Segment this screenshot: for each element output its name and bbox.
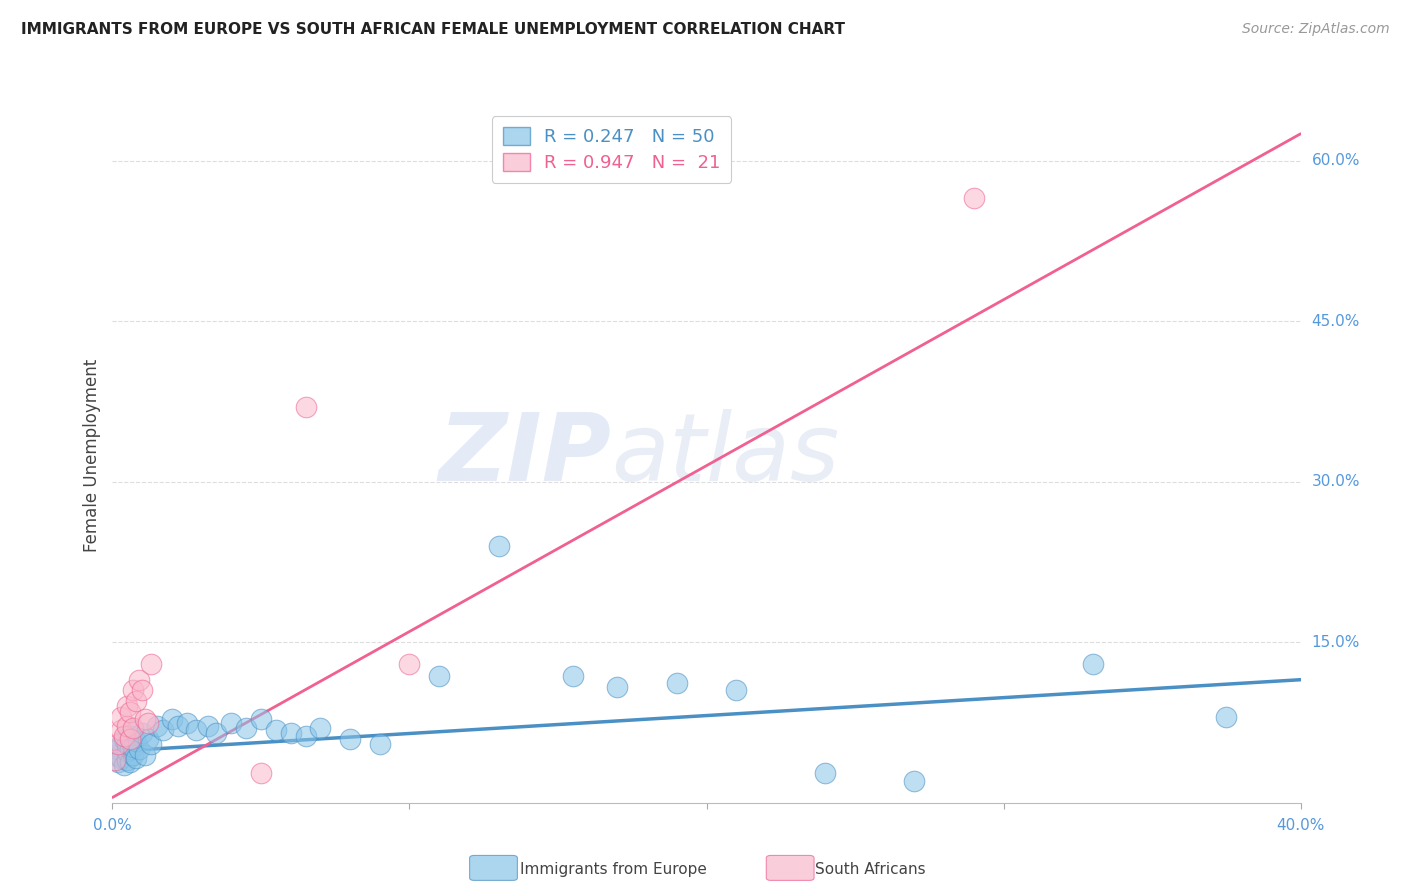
Point [294, 400, 316, 414]
Point [131, 683, 153, 698]
Point [117, 744, 139, 758]
Point [235, 721, 257, 735]
Point [280, 726, 302, 740]
Point [120, 742, 142, 756]
Point [120, 730, 142, 744]
Point [152, 723, 174, 737]
Text: 45.0%: 45.0% [1312, 314, 1360, 328]
Point [1215, 710, 1237, 724]
Point [139, 737, 162, 751]
Point [665, 676, 688, 690]
Point [134, 747, 156, 762]
Point [110, 751, 132, 765]
Point [112, 731, 135, 746]
Point [814, 765, 837, 780]
Point [122, 740, 145, 755]
Point [184, 723, 207, 737]
Point [176, 715, 198, 730]
Point [427, 669, 450, 683]
Point [136, 731, 159, 746]
Point [294, 730, 316, 744]
Point [107, 737, 129, 751]
Point [488, 539, 510, 553]
Point [725, 683, 748, 698]
Point [107, 755, 129, 769]
Point [125, 694, 148, 708]
Y-axis label: Female Unemployment: Female Unemployment [83, 359, 101, 551]
FancyBboxPatch shape [470, 855, 517, 880]
Text: Immigrants from Europe: Immigrants from Europe [520, 863, 707, 877]
Point [122, 747, 145, 762]
Point [125, 733, 148, 747]
Point [104, 753, 127, 767]
Point [122, 723, 145, 737]
Point [117, 719, 139, 733]
Text: Source: ZipAtlas.com: Source: ZipAtlas.com [1241, 22, 1389, 37]
Point [122, 683, 145, 698]
Point [107, 742, 129, 756]
Point [128, 742, 150, 756]
Point [197, 719, 219, 733]
Text: atlas: atlas [612, 409, 839, 500]
Text: 30.0%: 30.0% [1312, 475, 1360, 489]
Point [117, 737, 139, 751]
Point [561, 669, 583, 683]
Point [219, 715, 242, 730]
Point [134, 712, 156, 726]
Point [398, 657, 420, 671]
Point [125, 751, 148, 765]
FancyBboxPatch shape [766, 855, 814, 880]
Point [264, 723, 287, 737]
Point [131, 726, 153, 740]
Text: 15.0%: 15.0% [1312, 635, 1360, 649]
Point [339, 731, 361, 746]
Point [166, 719, 188, 733]
Point [309, 721, 332, 735]
Point [110, 737, 132, 751]
Point [128, 673, 150, 687]
Point [205, 726, 228, 740]
Point [104, 747, 127, 762]
Point [963, 191, 986, 205]
Point [146, 719, 169, 733]
Point [122, 721, 145, 735]
Point [160, 712, 183, 726]
Text: ZIP: ZIP [439, 409, 612, 501]
Legend: R = 0.247   N = 50, R = 0.947   N =  21: R = 0.247 N = 50, R = 0.947 N = 21 [492, 116, 731, 183]
Point [120, 755, 142, 769]
Point [120, 731, 142, 746]
Point [903, 774, 925, 789]
Point [250, 712, 273, 726]
Point [112, 730, 135, 744]
Text: IMMIGRANTS FROM EUROPE VS SOUTH AFRICAN FEMALE UNEMPLOYMENT CORRELATION CHART: IMMIGRANTS FROM EUROPE VS SOUTH AFRICAN … [21, 22, 845, 37]
Point [112, 758, 135, 772]
Text: 40.0%: 40.0% [1277, 818, 1324, 832]
Point [117, 699, 139, 714]
Point [117, 753, 139, 767]
Point [136, 715, 159, 730]
Point [110, 723, 132, 737]
Point [120, 705, 142, 719]
Text: 60.0%: 60.0% [1312, 153, 1360, 168]
Point [1081, 657, 1104, 671]
Text: 0.0%: 0.0% [93, 818, 132, 832]
Point [368, 737, 391, 751]
Point [110, 710, 132, 724]
Point [250, 765, 273, 780]
Point [606, 680, 628, 694]
Text: South Africans: South Africans [815, 863, 927, 877]
Point [139, 657, 162, 671]
